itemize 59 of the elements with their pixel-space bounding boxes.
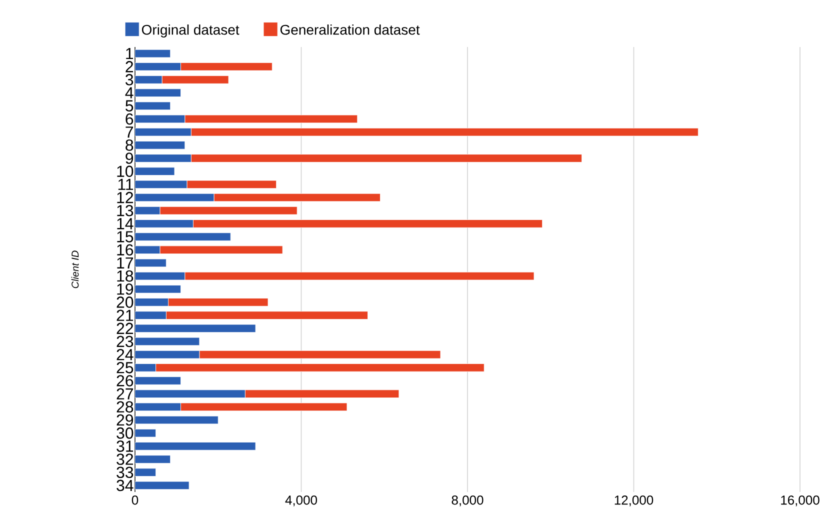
y-tick-label: 20 <box>116 296 134 308</box>
y-tick-label: 19 <box>117 283 134 295</box>
y-tick-label: 17 <box>117 257 133 268</box>
y-tick-label: 18 <box>117 270 134 282</box>
bar <box>135 167 175 176</box>
y-tick-label: 10 <box>117 166 134 177</box>
x-tick-label: 16,000 <box>781 496 820 506</box>
bar <box>135 141 186 150</box>
y-tick-label: 34 <box>116 480 134 492</box>
y-tick-label: 7 <box>126 126 133 138</box>
bar <box>135 481 190 490</box>
y-tick-label: 24 <box>116 348 134 360</box>
bar <box>135 232 231 241</box>
y-tick-label: 33 <box>116 466 134 478</box>
y-tick-label: 32 <box>116 454 133 465</box>
x-tick-label: 4,000 <box>285 496 318 506</box>
bar <box>135 442 256 450</box>
y-tick-label: 16 <box>117 244 134 256</box>
y-tick-label: 6 <box>126 113 134 125</box>
y-tick-label: 9 <box>126 152 134 164</box>
bar <box>135 285 181 294</box>
y-tick-label: 13 <box>117 204 134 216</box>
bar <box>135 376 181 385</box>
x-tick-label: 12,000 <box>614 496 654 506</box>
y-tick-label: 12 <box>117 192 133 204</box>
y-axis-title: Client ID <box>71 250 79 288</box>
bar <box>135 324 256 333</box>
y-tick-label: 29 <box>116 414 134 426</box>
bar <box>135 416 218 424</box>
y-tick-label: 11 <box>118 178 134 190</box>
y-tick-label: 15 <box>117 231 134 242</box>
y-tick-label: 26 <box>116 375 134 386</box>
y-tick-label: 5 <box>126 100 134 112</box>
legend-label: Generalization dataset <box>280 24 420 35</box>
x-tick-label: 8,000 <box>452 496 484 506</box>
y-tick-label: 4 <box>125 87 134 98</box>
x-tick-label: 0 <box>132 496 138 505</box>
y-tick-label: 23 <box>116 336 134 348</box>
y-tick-label: 1 <box>126 48 134 60</box>
y-tick-label: 28 <box>116 401 134 413</box>
bar <box>135 49 171 58</box>
bar <box>135 455 171 464</box>
y-tick-label: 30 <box>116 427 134 439</box>
bar <box>135 428 156 438</box>
bar <box>135 102 171 110</box>
legend-label: Original dataset <box>142 24 240 38</box>
y-tick-label: 21 <box>116 310 134 321</box>
y-tick-label: 8 <box>126 140 134 151</box>
y-tick-label: 22 <box>116 322 133 334</box>
y-tick-label: 14 <box>117 218 134 230</box>
y-tick-label: 27 <box>116 388 133 400</box>
y-tick-label: 25 <box>116 362 134 374</box>
y-tick-label: 3 <box>126 74 134 86</box>
bar <box>135 337 200 346</box>
bar <box>135 258 166 268</box>
bar <box>135 88 181 97</box>
y-tick-label: 31 <box>116 440 134 452</box>
y-tick-label: 2 <box>126 61 133 72</box>
bar <box>135 468 156 476</box>
